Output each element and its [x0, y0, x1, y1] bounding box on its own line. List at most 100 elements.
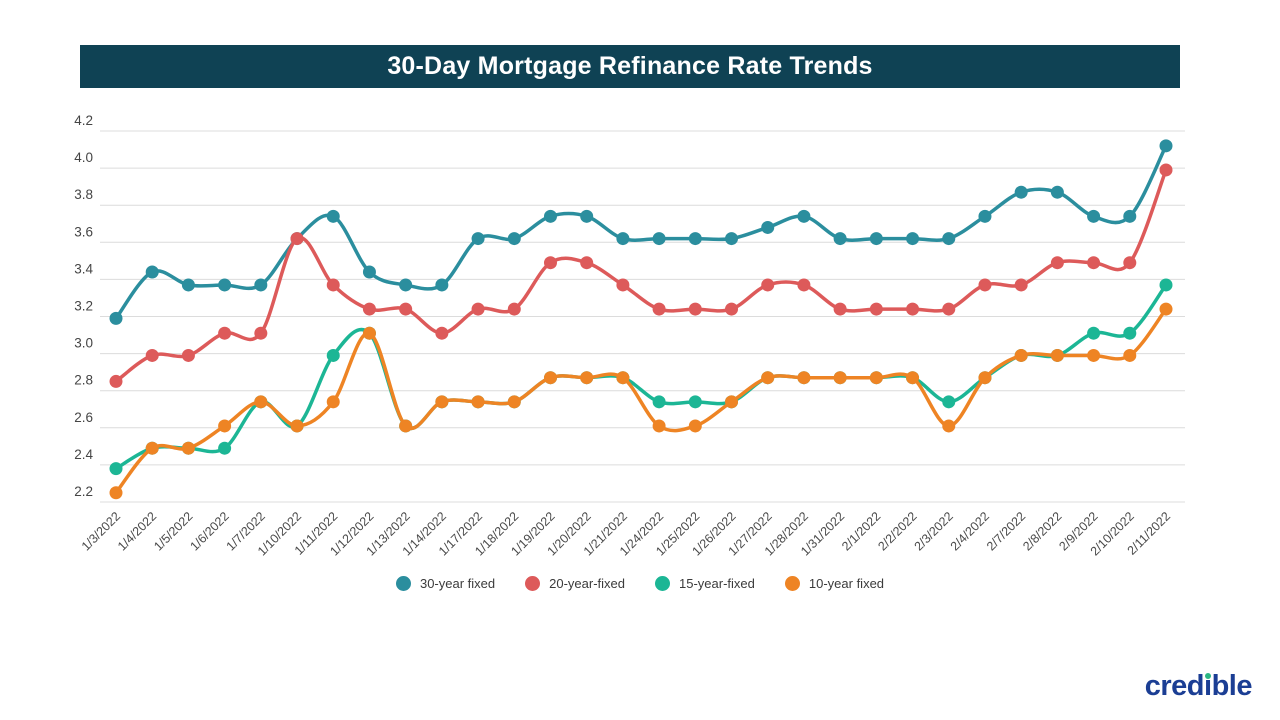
data-point-10-year-fixed [435, 395, 449, 409]
x-axis-tick-label: 2/1/2022 [839, 509, 883, 553]
y-axis-tick-label: 2.8 [74, 373, 93, 388]
chart-legend: 30-year fixed 20-year-fixed 15-year-fixed 1… [0, 576, 1280, 591]
data-point-30-year-fixed [761, 220, 775, 234]
x-axis-tick-label: 2/2/2022 [875, 509, 919, 553]
data-point-20-year-fixed [1014, 278, 1028, 292]
data-point-10-year-fixed [978, 371, 992, 385]
data-point-20-year-fixed [507, 302, 521, 316]
data-point-20-year-fixed [652, 302, 666, 316]
legend-swatch-20-year-fixed [525, 576, 541, 591]
data-point-20-year-fixed [833, 302, 847, 316]
data-point-20-year-fixed [1050, 256, 1064, 270]
data-point-10-year-fixed [1014, 348, 1028, 362]
credible-logo-i-stem: ı [1204, 670, 1212, 702]
data-point-10-year-fixed [869, 371, 883, 385]
legend-swatch-15-year-fixed [655, 576, 670, 591]
chart-title-banner: 30-Day Mortgage Refinance Rate Trends [80, 45, 1180, 88]
data-point-10-year-fixed [1159, 302, 1173, 316]
data-point-10-year-fixed [290, 419, 304, 433]
legend-item-20-year-fixed: 20-year-fixed [525, 576, 625, 591]
data-point-20-year-fixed [1087, 256, 1101, 270]
data-point-30-year-fixed [580, 209, 594, 223]
data-point-20-year-fixed [942, 302, 956, 316]
data-point-10-year-fixed [254, 395, 268, 409]
data-point-30-year-fixed [254, 278, 268, 292]
series-line-20-year-fixed [114, 168, 1168, 384]
data-point-30-year-fixed [652, 232, 666, 246]
chart-title: 30-Day Mortgage Refinance Rate Trends [387, 52, 873, 80]
data-point-20-year-fixed [543, 256, 557, 270]
data-point-30-year-fixed [471, 232, 485, 246]
data-point-30-year-fixed [616, 232, 630, 246]
data-point-10-year-fixed [181, 441, 195, 455]
data-point-30-year-fixed [1014, 185, 1028, 199]
data-point-15-year-fixed [1123, 326, 1137, 340]
y-axis-tick-label: 3.6 [74, 224, 93, 239]
data-point-20-year-fixed [978, 278, 992, 292]
data-point-10-year-fixed [906, 371, 920, 385]
x-axis-tick-label: 1/5/2022 [151, 509, 195, 553]
data-point-30-year-fixed [906, 232, 920, 246]
data-point-20-year-fixed [218, 326, 232, 340]
data-point-15-year-fixed [1159, 278, 1173, 292]
legend-label: 30-year fixed [419, 576, 496, 591]
data-point-10-year-fixed [797, 371, 811, 385]
y-axis-tick-label: 4.0 [74, 150, 93, 165]
data-point-30-year-fixed [362, 265, 376, 279]
data-point-20-year-fixed [580, 256, 594, 270]
data-point-20-year-fixed [688, 302, 702, 316]
data-point-30-year-fixed [1087, 209, 1101, 223]
x-axis-tick-label: 1/6/2022 [187, 509, 231, 553]
data-point-20-year-fixed [761, 278, 775, 292]
data-point-10-year-fixed [471, 395, 485, 409]
data-point-20-year-fixed [109, 374, 123, 388]
data-point-20-year-fixed [362, 302, 376, 316]
data-point-20-year-fixed [290, 232, 304, 246]
data-point-30-year-fixed [942, 232, 956, 246]
data-point-30-year-fixed [1123, 209, 1137, 223]
credible-logo-i-dot-icon [1205, 673, 1212, 679]
data-point-10-year-fixed [580, 371, 594, 385]
data-point-10-year-fixed [652, 419, 666, 433]
data-point-30-year-fixed [218, 278, 232, 292]
credible-logo-text: cred [1144, 670, 1205, 702]
x-axis-tick-label: 2/8/2022 [1020, 509, 1064, 553]
data-point-10-year-fixed [688, 419, 702, 433]
data-point-15-year-fixed [218, 441, 232, 455]
data-point-10-year-fixed [942, 419, 956, 433]
data-point-15-year-fixed [688, 395, 702, 409]
data-point-20-year-fixed [399, 302, 413, 316]
data-point-10-year-fixed [725, 395, 739, 409]
data-point-10-year-fixed [326, 395, 340, 409]
legend-item-30-year-fixed: 30-year fixed [395, 576, 496, 591]
y-axis-tick-label: 2.4 [74, 447, 93, 462]
y-axis-tick-label: 3.0 [74, 336, 93, 351]
legend-swatch-10-year-fixed [784, 576, 800, 591]
data-point-20-year-fixed [1123, 256, 1137, 270]
data-point-30-year-fixed [1050, 185, 1064, 199]
data-point-20-year-fixed [1159, 163, 1173, 177]
data-point-15-year-fixed [326, 348, 340, 362]
data-point-10-year-fixed [1123, 348, 1137, 362]
legend-label: 15-year-fixed [679, 576, 755, 591]
data-point-30-year-fixed [326, 209, 340, 223]
data-point-20-year-fixed [254, 326, 268, 340]
x-axis-tick-label: 1/4/2022 [115, 509, 159, 553]
series-line-15-year-fixed [114, 283, 1168, 471]
data-point-30-year-fixed [869, 232, 883, 246]
data-point-30-year-fixed [833, 232, 847, 246]
data-point-30-year-fixed [181, 278, 195, 292]
data-point-30-year-fixed [507, 232, 521, 246]
credible-logo-text: ble [1211, 670, 1253, 702]
x-axis-tick-label: 2/7/2022 [984, 509, 1028, 553]
data-point-30-year-fixed [543, 209, 557, 223]
data-point-30-year-fixed [725, 232, 739, 246]
data-point-10-year-fixed [1050, 348, 1064, 362]
data-point-10-year-fixed [833, 371, 847, 385]
data-point-20-year-fixed [616, 278, 630, 292]
y-axis-tick-label: 4.2 [74, 113, 93, 128]
data-point-15-year-fixed [1087, 326, 1101, 340]
data-point-10-year-fixed [1087, 348, 1101, 362]
y-axis-tick-label: 3.8 [74, 187, 93, 202]
